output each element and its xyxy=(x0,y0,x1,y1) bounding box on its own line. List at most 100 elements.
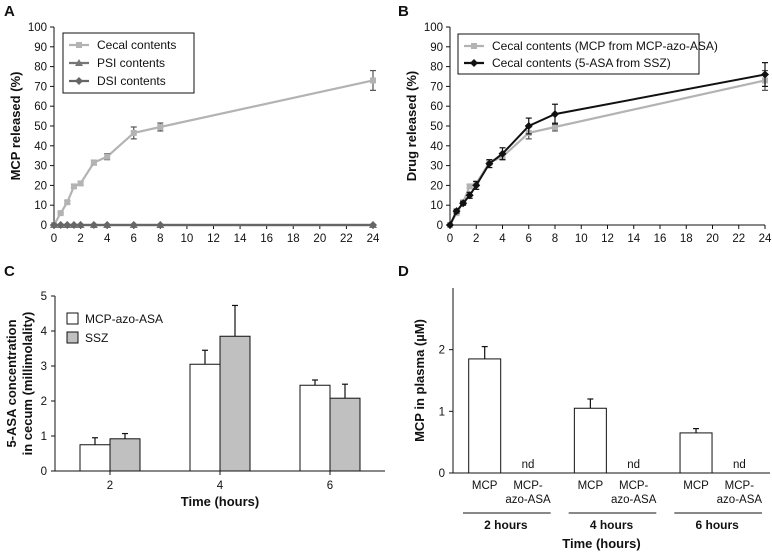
x-tick-label: 20 xyxy=(313,233,326,245)
y-tick-label: 40 xyxy=(34,141,47,153)
nd-label: nd xyxy=(522,459,535,471)
x-axis-label: Time (hours) xyxy=(562,536,641,551)
y-tick-label: 4 xyxy=(41,326,48,338)
data-point xyxy=(498,149,507,158)
data-point xyxy=(459,199,468,208)
y-tick-label: 20 xyxy=(430,180,443,192)
legend-label: Cecal contents (MCP from MCP-azo-ASA) xyxy=(492,39,718,53)
data-point xyxy=(77,180,84,187)
bar-label-mcp: MCP xyxy=(683,480,709,492)
x-tick-label: 12 xyxy=(207,233,220,245)
data-point xyxy=(63,221,72,229)
y-tick-label: 40 xyxy=(430,141,443,153)
legend-label: Cecal contents (5-ASA from SSZ) xyxy=(492,56,671,70)
data-point xyxy=(76,221,85,229)
bar xyxy=(573,407,607,474)
data-point xyxy=(446,221,454,229)
data-point xyxy=(64,199,71,206)
data-point xyxy=(472,181,481,190)
legend-label: DSI contents xyxy=(97,74,166,88)
y-axis-label-line-2: in cecum (millimolality) xyxy=(20,312,35,456)
x-tick-label: 14 xyxy=(627,233,640,245)
data-point xyxy=(57,210,64,217)
panel-letter: C xyxy=(4,263,15,280)
x-tick-label: 6 xyxy=(131,233,137,245)
x-tick-label: 4 xyxy=(499,233,506,245)
legend-box xyxy=(457,33,700,75)
legend-label: SSZ xyxy=(85,331,108,345)
y-tick-label: 20 xyxy=(34,180,47,192)
data-point xyxy=(552,123,558,130)
bar xyxy=(679,432,713,474)
legend-marker xyxy=(470,59,478,67)
x-tick-label: 10 xyxy=(181,233,194,245)
y-tick-label: 90 xyxy=(430,42,443,54)
y-tick-label: 10 xyxy=(430,200,443,212)
bar xyxy=(329,397,361,472)
data-point xyxy=(50,221,58,229)
legend-marker xyxy=(75,77,83,85)
data-point xyxy=(485,159,494,168)
data-point xyxy=(130,129,137,136)
x-tick-label: 10 xyxy=(575,233,588,245)
y-tick-label: 30 xyxy=(34,161,47,173)
data-point xyxy=(466,183,473,190)
group-label: 4 hours xyxy=(590,518,634,532)
y-tick-label: 50 xyxy=(34,121,47,133)
legend-label: PSI contents xyxy=(97,56,165,70)
x-tick-label: 16 xyxy=(260,233,273,245)
data-point xyxy=(465,191,474,200)
legend: Cecal contents (MCP from MCP-azo-ASA) Cec… xyxy=(457,33,718,75)
x-tick-label: 6 xyxy=(327,480,333,492)
x-tick-label: 20 xyxy=(706,233,719,245)
x-tick-label: 22 xyxy=(340,233,353,245)
x-tick-label: 24 xyxy=(759,233,772,245)
y-tick-label: 0 xyxy=(437,220,443,232)
data-point xyxy=(129,221,138,229)
x-tick-label: 4 xyxy=(104,233,111,245)
nd-label: nd xyxy=(733,459,746,471)
y-axis-label-line-1: 5-ASA concentration xyxy=(4,319,19,447)
y-tick-label: 90 xyxy=(34,42,47,54)
y-axis-label: MCP released (%) xyxy=(8,72,23,181)
x-tick-label: 12 xyxy=(601,233,614,245)
group-label: 2 hours xyxy=(484,518,528,532)
x-tick-label: 6 xyxy=(526,233,532,245)
data-point xyxy=(524,122,533,130)
legend-marker xyxy=(76,42,82,48)
x-tick-label: 16 xyxy=(654,233,667,245)
legend-label: MCP-azo-ASA xyxy=(85,312,163,326)
x-tick-label: 2 xyxy=(107,480,113,492)
y-axis-label: MCP in plasma (µM) xyxy=(412,319,427,442)
data-point xyxy=(69,221,78,229)
bar xyxy=(468,358,502,474)
y-tick-label: 0 xyxy=(41,466,47,478)
bar-label-azo-line-1: MCP- xyxy=(725,480,755,492)
bar-label-mcp: MCP xyxy=(472,480,498,492)
y-axis-label: Drug released (%) xyxy=(404,71,419,182)
panel-d: D 0 1 2 MCP in plasma (µM) nd MCP MCP-azo-ASA 2 … xyxy=(398,263,770,551)
data-point xyxy=(369,221,377,229)
data-point xyxy=(156,221,165,229)
y-tick-label: 70 xyxy=(34,81,47,93)
data-point xyxy=(761,70,769,79)
legend-marker xyxy=(471,43,477,49)
group-label: 6 hours xyxy=(695,518,739,532)
panel-c: C 0 1 2 3 4 5 2 4 6 5-ASA concentration in cecum (m… xyxy=(4,263,385,509)
y-tick-label: 0 xyxy=(439,468,445,480)
bar xyxy=(79,444,111,472)
data-point xyxy=(452,207,461,216)
panel-letter: D xyxy=(398,263,409,280)
bar-label-azo-line-1: MCP- xyxy=(619,480,649,492)
y-tick-label: 80 xyxy=(34,62,47,74)
legend: MCP-azo-ASA SSZ xyxy=(66,312,163,345)
y-tick-label: 50 xyxy=(430,121,443,133)
y-tick-label: 100 xyxy=(424,22,443,34)
x-tick-label: 2 xyxy=(77,233,83,245)
legend-swatch xyxy=(66,312,79,325)
x-tick-label: 8 xyxy=(157,233,163,245)
x-tick-label: 2 xyxy=(473,233,479,245)
x-tick-label: 4 xyxy=(217,480,224,492)
